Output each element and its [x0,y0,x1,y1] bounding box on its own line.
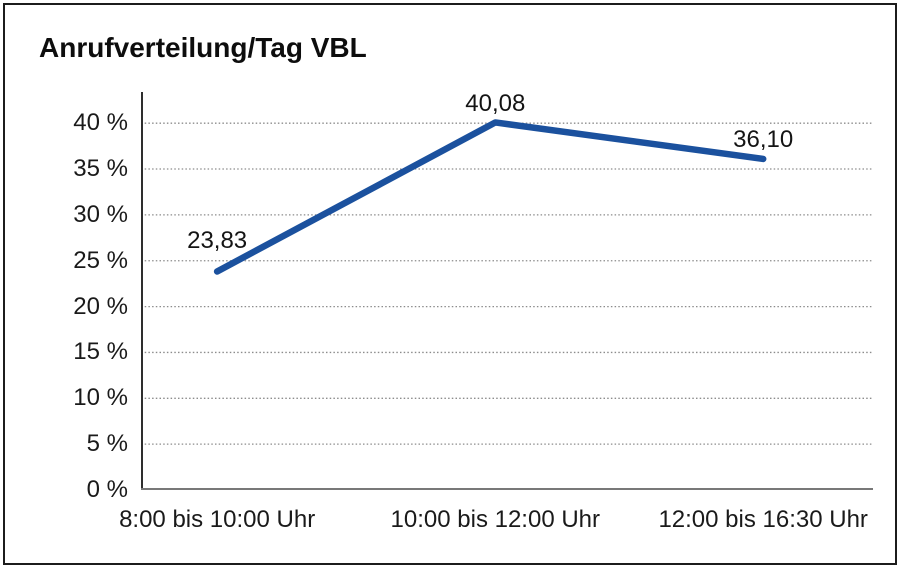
data-line [213,119,767,275]
y-tick-label: 40 % [73,109,128,137]
value-label: 40,08 [465,90,526,118]
x-category-label: 12:00 bis 16:30 Uhr [658,506,868,533]
chart-frame [3,3,897,565]
y-tick-label: 5 % [86,430,128,458]
y-tick-label: 25 % [73,246,128,274]
y-tick-label: 15 % [73,338,128,366]
y-tick-label: 30 % [73,200,128,228]
y-tick-label: 10 % [73,384,128,412]
y-tick-label: 35 % [73,155,128,183]
y-tick-label: 0 % [86,476,128,503]
y-tick-label: 20 % [73,292,128,320]
chart-title: Anrufverteilung/Tag VBL [39,32,367,63]
value-label: 36,10 [733,125,794,153]
x-category-label: 10:00 bis 12:00 Uhr [390,506,601,533]
value-label: 23,83 [187,227,248,255]
x-category-label: 8:00 bis 10:00 Uhr [119,506,316,533]
plot-area [141,92,873,490]
